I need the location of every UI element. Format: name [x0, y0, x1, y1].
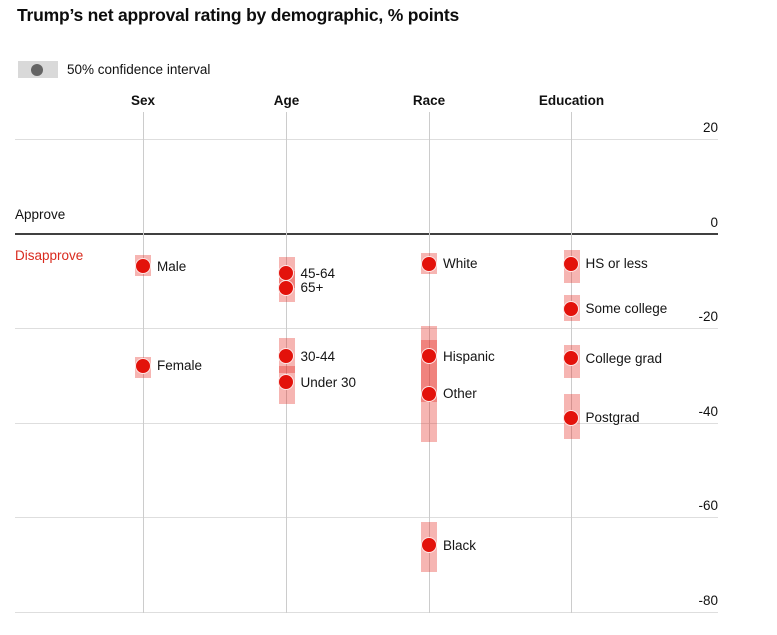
data-label-some-college: Some college — [585, 301, 668, 317]
gridline-y-40 — [15, 422, 718, 424]
y-axis-tick--80: -80 — [698, 593, 718, 609]
gridline-y-20 — [15, 328, 718, 330]
data-dot-65- — [278, 279, 294, 296]
data-label-hs-or-less: HS or less — [585, 256, 648, 272]
ci-legend: 50% confidence interval — [18, 61, 210, 78]
gridline-y-80 — [15, 612, 718, 614]
zero-gridline — [15, 232, 718, 235]
data-label-white: White — [443, 256, 478, 272]
data-dot-black — [420, 537, 437, 554]
data-dot-some-college — [563, 300, 579, 317]
data-label-under-30: Under 30 — [300, 374, 357, 390]
data-label-college-grad: College grad — [585, 350, 663, 366]
gridline-y20 — [15, 139, 718, 140]
y-axis-tick--40: -40 — [698, 403, 718, 419]
data-dot-hs-or-less — [563, 255, 579, 272]
data-dot-30-44 — [278, 348, 294, 365]
data-label-female: Female — [157, 358, 203, 374]
ci-legend-swatch — [18, 61, 58, 78]
data-dot-white — [420, 255, 437, 272]
data-label-other: Other — [443, 386, 477, 402]
y-axis-tick--60: -60 — [698, 498, 718, 514]
data-label-30-44: 30-44 — [300, 348, 336, 364]
data-dot-college-grad — [563, 350, 579, 367]
data-dot-female — [134, 357, 151, 374]
ci-legend-label: 50% confidence interval — [67, 62, 211, 77]
ci-legend-dot-icon — [31, 63, 43, 76]
approve-label: Approve — [15, 207, 66, 222]
data-label-65-: 65+ — [300, 280, 324, 296]
data-label-male: Male — [157, 258, 187, 274]
data-dot-other — [420, 385, 437, 402]
data-label-hispanic: Hispanic — [443, 348, 495, 364]
data-dot-postgrad — [563, 409, 579, 426]
disapprove-label: Disapprove — [15, 248, 84, 263]
data-label-postgrad: Postgrad — [585, 410, 640, 426]
column-header-sex: Sex — [130, 93, 156, 108]
gridline-y-60 — [15, 517, 718, 519]
data-dot-male — [134, 258, 151, 275]
page-title: Trump’s net approval rating by demograph… — [17, 5, 460, 25]
data-dot-hispanic — [420, 348, 437, 365]
data-label-black: Black — [443, 537, 477, 553]
data-label-45-64: 45-64 — [300, 265, 336, 281]
y-axis-tick--20: -20 — [698, 309, 718, 325]
column-header-race: Race — [412, 93, 446, 108]
column-header-age: Age — [273, 93, 300, 108]
column-header-education: Education — [538, 93, 605, 108]
data-dot-under-30 — [278, 374, 294, 391]
y-axis-tick-20: 20 — [702, 120, 718, 135]
y-axis-tick-0: 0 — [710, 214, 718, 230]
